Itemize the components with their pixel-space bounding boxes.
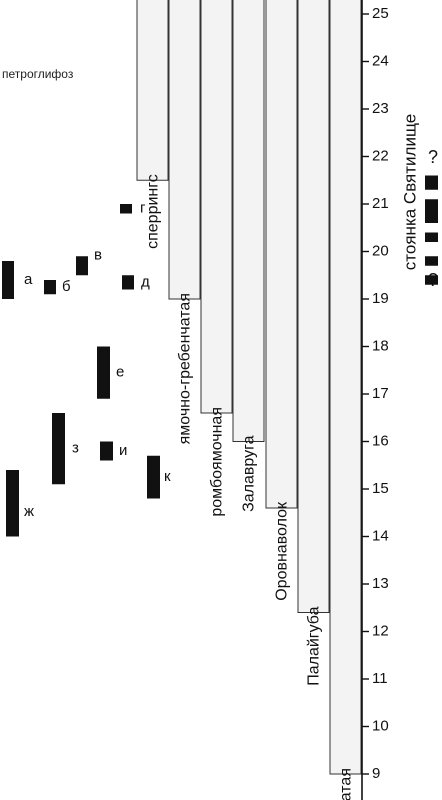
sample-v: в (76, 247, 102, 276)
site-layer: стоянка Святилище?? (400, 114, 438, 290)
phase-yamochno: ямочно-гребенчатая (168, 0, 201, 444)
tick-label: 10 (372, 717, 389, 734)
sample-label: а (24, 271, 33, 288)
tick-label: 9 (372, 765, 380, 782)
question-mark: ? (428, 147, 438, 167)
sample-bar (120, 204, 132, 214)
tick-label: 17 (372, 385, 389, 402)
sample-k: к (147, 455, 171, 499)
axis-tick: 12 (362, 622, 389, 639)
tick-label: 13 (372, 575, 389, 592)
phase-label: сперрингс (145, 174, 162, 249)
tick-label: 23 (372, 100, 389, 117)
sample-label: к (164, 468, 171, 485)
sample-bar (97, 346, 110, 399)
stray-text: петроглифоз (2, 67, 74, 81)
axis-tick: 21 (362, 195, 389, 212)
phase-palayguba: Палайгуба (297, 0, 330, 686)
site-segment (425, 256, 438, 266)
site-segment (425, 175, 438, 190)
axis-tick: 14 (362, 527, 389, 544)
tick-label: 18 (372, 337, 389, 354)
sample-bar (6, 470, 19, 537)
sample-g: г (120, 200, 146, 217)
phase-bar (136, 0, 169, 181)
tick-label: 19 (372, 290, 389, 307)
sample-e: е (97, 346, 124, 399)
tick-label: 11 (372, 670, 388, 687)
sample-d: д (122, 273, 150, 290)
phase-setchataya: сетчатая (329, 0, 362, 800)
sample-bar (76, 256, 88, 276)
sample-b: б (44, 278, 71, 295)
axis-tick: 20 (362, 242, 389, 259)
axis-tick: 24 (362, 52, 389, 69)
axis-tick: 16 (362, 432, 389, 449)
tick-label: 24 (372, 52, 389, 69)
sample-bar (52, 413, 65, 485)
tick-label: 14 (372, 527, 389, 544)
age-axis: 9 10 11 12 13 14 15 16 17 18 19 20 21 22 23 24 25 (361, 0, 389, 800)
sample-label: д (141, 273, 150, 290)
sample-bar (2, 261, 14, 299)
sample-bar (44, 280, 56, 295)
axis-tick: 9 (362, 765, 380, 782)
sample-label: е (116, 364, 124, 381)
axis-tick: 18 (362, 337, 389, 354)
sample-label: з (72, 440, 79, 457)
site-label: стоянка Святилище (400, 114, 419, 270)
axis-tick: 23 (362, 100, 389, 117)
phase-label: Оровнаволок (274, 501, 291, 601)
sample-i: и (100, 441, 127, 461)
phase-bar (168, 0, 201, 300)
tick-label: 16 (372, 432, 389, 449)
sample-z: з (52, 413, 79, 485)
phase-rombo: ромбоямочная (200, 0, 233, 517)
phase-sperrings: сперрингс (136, 0, 169, 249)
tick-label: 12 (372, 622, 389, 639)
sample-a: а (2, 261, 33, 299)
phase-zalavruga: Залавруга (232, 0, 265, 512)
phase-bar (297, 0, 330, 613)
question-mark: ? (428, 270, 438, 290)
phase-label: Залавруга (241, 435, 258, 512)
sample-bar (100, 441, 113, 461)
axis-tick: 25 (362, 5, 389, 22)
tick-label: 25 (372, 5, 389, 22)
tick-label: 20 (372, 242, 389, 259)
axis-tick: 22 (362, 147, 389, 164)
phase-label: ямочно-гребенчатая (177, 293, 194, 444)
axis-tick: 15 (362, 480, 389, 497)
axis-tick: 10 (362, 717, 389, 734)
sample-bar (122, 275, 134, 290)
phase-label: сетчатая (338, 768, 355, 800)
tick-label: 22 (372, 147, 389, 164)
site-segment (425, 199, 438, 223)
sample-label: и (119, 442, 127, 459)
sample-label: г (140, 200, 146, 217)
sample-zh: ж (6, 470, 34, 537)
phase-bar (265, 0, 298, 509)
phase-label: Палайгуба (306, 606, 323, 685)
tick-label: 21 (372, 195, 389, 212)
site-segment (425, 232, 438, 242)
axis-tick: 11 (362, 670, 388, 687)
phases-layer: сперрингс ямочно-гребенчатая ромбоямочная З… (136, 0, 362, 800)
phase-label: ромбоямочная (209, 407, 226, 517)
axis-tick: 19 (362, 290, 389, 307)
sample-label: ж (24, 503, 34, 520)
axis-tick: 13 (362, 575, 389, 592)
tick-label: 15 (372, 480, 389, 497)
site-segment (425, 275, 438, 285)
axis-tick: 17 (362, 385, 389, 402)
phase-bar (232, 0, 265, 442)
samples-layer: а б в г д е з и к ж (2, 200, 171, 537)
phase-bar (329, 0, 362, 775)
phase-orovnavolok: Оровнаволок (265, 0, 298, 601)
sample-label: б (62, 278, 71, 295)
sample-label: в (94, 247, 102, 264)
sample-bar (147, 455, 160, 499)
phase-bar (200, 0, 233, 414)
